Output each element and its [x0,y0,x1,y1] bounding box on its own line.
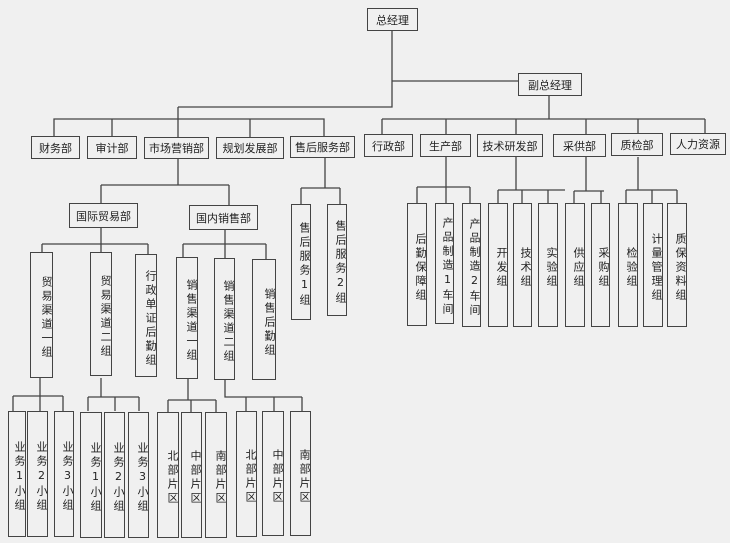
vice-ceo-box: 副总经理 [518,73,582,96]
sales-logistics-group: 销售后勤组 [252,259,276,380]
dept-rnd: 技术研发部 [477,134,543,157]
domestic-sales-dept: 国内销售部 [189,205,258,230]
sales-channel-group-1: 销售渠道一组 [176,257,198,379]
dept-hr: 人力资源 [670,133,726,155]
business-subgroup: 业务3小组 [128,412,149,538]
after-sales-group-2: 售后服务2组 [327,204,347,316]
purchase-group: 供应组 [565,203,585,327]
rnd-group: 开发组 [488,203,508,327]
rnd-group: 技术组 [513,203,532,327]
dept-marketing: 市场营销部 [144,137,209,159]
region-central: 中部片区 [181,412,202,538]
production-group: 产品制造2车间 [462,203,481,327]
rnd-group: 实验组 [538,203,558,327]
admin-docs-group: 行政单证后勤组 [135,254,157,377]
dept-production: 生产部 [420,134,471,157]
dept-purchasing: 采供部 [553,134,606,157]
qc-group: 检验组 [618,203,638,327]
region-south: 南部片区 [205,412,227,538]
intl-trade-dept: 国际贸易部 [69,203,138,228]
dept-planning: 规划发展部 [216,137,284,159]
business-subgroup: 业务1小组 [80,412,102,538]
dept-finance: 财务部 [31,136,80,159]
sales-channel-group-2: 销售渠道二组 [214,258,235,380]
production-group: 后勤保障组 [407,203,427,326]
dept-audit: 审计部 [87,136,137,159]
business-subgroup: 业务3小组 [54,411,74,537]
trade-channel-group-2: 贸易渠道二组 [90,252,112,376]
ceo-box: 总经理 [367,8,418,31]
business-subgroup: 业务2小组 [104,412,125,538]
region-north: 北部片区 [157,412,179,538]
purchase-group: 采购组 [591,203,610,327]
after-sales-group-1: 售后服务1组 [291,204,311,320]
region-central: 中部片区 [262,411,284,536]
production-group: 产品制造1车间 [435,203,454,324]
dept-after-sales: 售后服务部 [290,136,355,158]
dept-admin: 行政部 [364,134,413,157]
region-south: 南部片区 [290,411,311,536]
business-subgroup: 业务1小组 [8,411,26,537]
region-north: 北部片区 [236,411,257,537]
business-subgroup: 业务2小组 [27,411,48,537]
qc-group: 计量管理组 [643,203,663,327]
qc-group: 质保资料组 [667,203,687,327]
dept-qc: 质检部 [611,133,663,156]
trade-channel-group-1: 贸易渠道一组 [30,252,53,378]
